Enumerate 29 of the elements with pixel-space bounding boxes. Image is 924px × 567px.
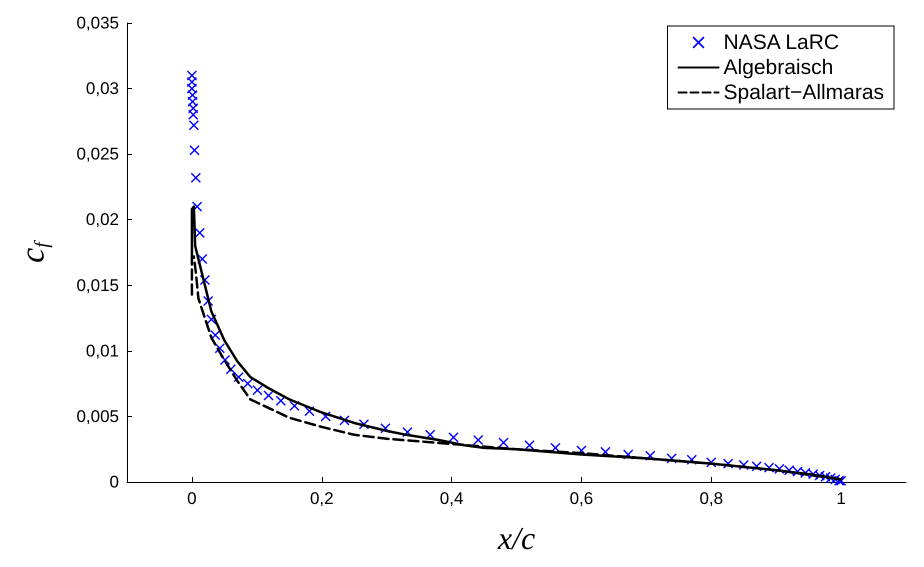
legend-label: Algebraisch [724, 56, 834, 79]
x-tick-label: 0,8 [699, 489, 724, 508]
y-tick-label: 0,035 [76, 14, 119, 32]
point [473, 435, 484, 446]
legend-label: NASA LaRC [724, 31, 840, 54]
point [252, 385, 262, 396]
point [264, 390, 274, 400]
y-tick-label: 0,03 [86, 79, 119, 98]
y-tick-label: 0 [110, 472, 119, 492]
x-axis-title: x/c [496, 520, 536, 556]
x-tick-label: 0,4 [440, 489, 464, 508]
point [448, 432, 459, 442]
x-tick-label: 1 [836, 489, 846, 508]
x-tick-label: 0,6 [570, 489, 594, 508]
y-axis-title: cf [14, 240, 53, 263]
point [242, 378, 253, 389]
y-tick-label: 0,025 [76, 144, 119, 164]
x-tick-label: 0,2 [310, 489, 334, 508]
point [498, 438, 509, 448]
x-tick-label: 0 [187, 489, 197, 508]
point [188, 110, 198, 120]
point [190, 145, 200, 156]
y-tick-label: 0,005 [76, 406, 119, 426]
legend-label: Spalart−Allmaras [724, 81, 884, 104]
point [190, 172, 201, 183]
point [188, 120, 199, 130]
y-tick-label: 0,01 [86, 341, 119, 360]
y-tick-label: 0,015 [76, 276, 119, 295]
y-tick-label: 0,02 [86, 210, 119, 230]
